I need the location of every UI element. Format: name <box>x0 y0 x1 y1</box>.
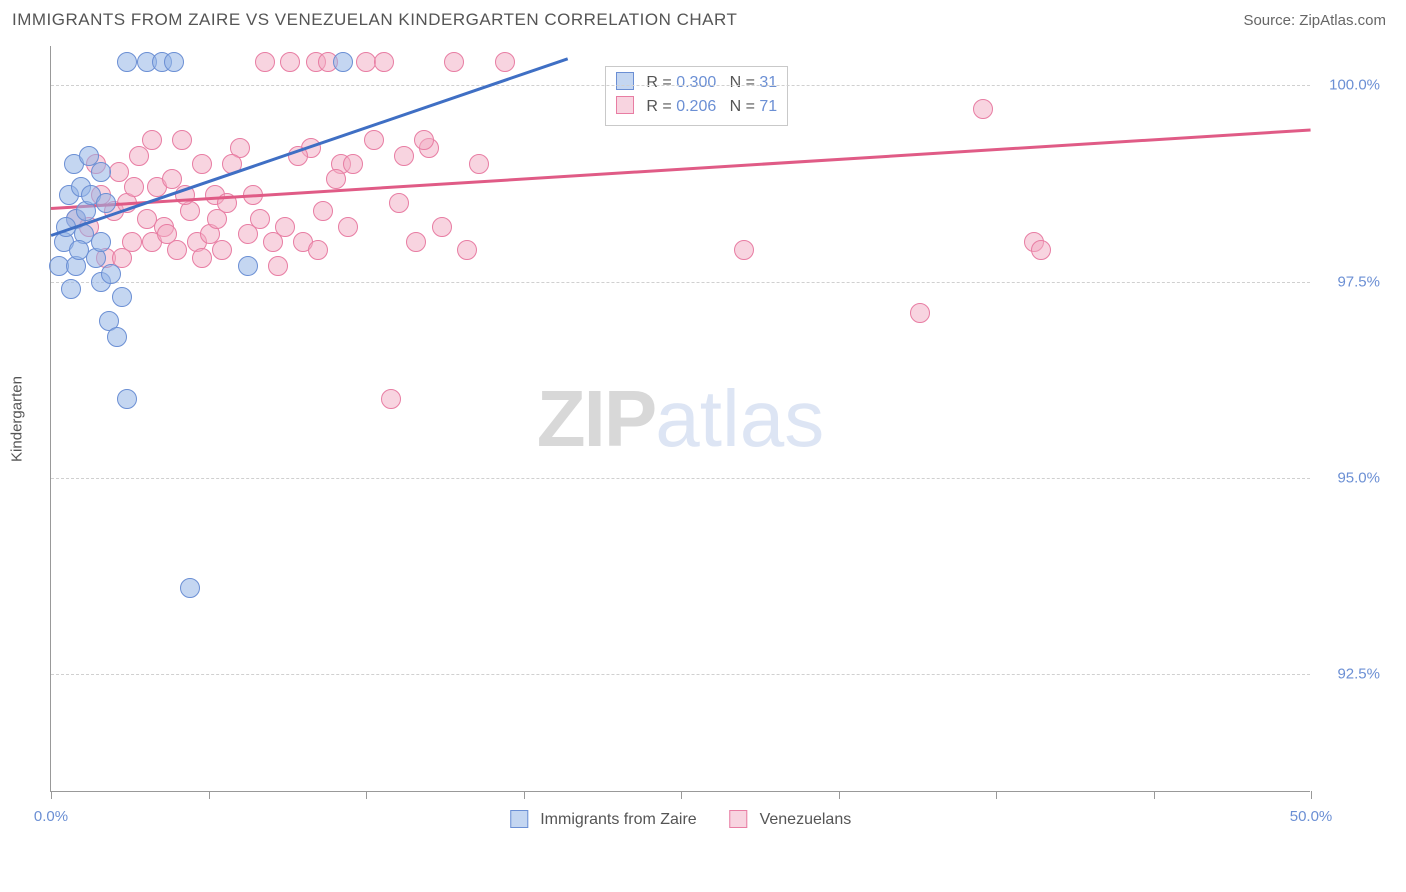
data-point-venezuelans <box>374 52 394 72</box>
data-point-venezuelans <box>457 240 477 260</box>
data-point-venezuelans <box>142 130 162 150</box>
data-point-venezuelans <box>734 240 754 260</box>
data-point-zaire <box>333 52 353 72</box>
data-point-venezuelans <box>313 201 333 221</box>
data-point-venezuelans <box>280 52 300 72</box>
data-point-venezuelans <box>1031 240 1051 260</box>
data-point-zaire <box>107 327 127 347</box>
x-tick <box>209 791 210 799</box>
x-tick <box>681 791 682 799</box>
data-point-zaire <box>96 193 116 213</box>
data-point-zaire <box>91 162 111 182</box>
data-point-venezuelans <box>406 232 426 252</box>
gridline <box>51 674 1310 675</box>
data-point-venezuelans <box>910 303 930 323</box>
data-point-venezuelans <box>338 217 358 237</box>
gridline <box>51 282 1310 283</box>
data-point-venezuelans <box>495 52 515 72</box>
data-point-venezuelans <box>207 209 227 229</box>
watermark-zip: ZIP <box>537 374 655 463</box>
data-point-venezuelans <box>250 209 270 229</box>
data-point-zaire <box>117 389 137 409</box>
x-tick-label: 0.0% <box>34 808 68 825</box>
data-point-zaire <box>91 232 111 252</box>
y-tick-label: 97.5% <box>1315 273 1380 290</box>
swatch-icon <box>510 810 528 828</box>
data-point-venezuelans <box>469 154 489 174</box>
data-point-venezuelans <box>172 130 192 150</box>
legend-item-venezuelans: Venezuelans <box>729 811 851 828</box>
y-axis-label: Kindergarten <box>9 376 26 462</box>
data-point-venezuelans <box>255 52 275 72</box>
data-point-venezuelans <box>444 52 464 72</box>
data-point-venezuelans <box>364 130 384 150</box>
swatch-icon <box>729 810 747 828</box>
data-point-zaire <box>69 240 89 260</box>
data-point-venezuelans <box>432 217 452 237</box>
data-point-venezuelans <box>192 248 212 268</box>
series-legend: Immigrants from Zaire Venezuelans <box>496 810 865 829</box>
legend-row-venezuelans: R = 0.206 N = 71 <box>616 95 777 119</box>
watermark: ZIPatlas <box>537 373 824 465</box>
y-tick-label: 92.5% <box>1315 666 1380 683</box>
data-point-zaire <box>164 52 184 72</box>
legend-row-zaire: R = 0.300 N = 31 <box>616 71 777 95</box>
data-point-venezuelans <box>326 169 346 189</box>
data-point-venezuelans <box>381 389 401 409</box>
data-point-venezuelans <box>192 154 212 174</box>
y-tick-label: 95.0% <box>1315 469 1380 486</box>
watermark-atlas: atlas <box>655 374 824 463</box>
chart-source: Source: ZipAtlas.com <box>1243 12 1386 29</box>
data-point-venezuelans <box>394 146 414 166</box>
data-point-venezuelans <box>275 217 295 237</box>
x-tick <box>1154 791 1155 799</box>
data-point-venezuelans <box>389 193 409 213</box>
data-point-venezuelans <box>308 240 328 260</box>
data-point-zaire <box>180 578 200 598</box>
x-tick <box>51 791 52 799</box>
data-point-zaire <box>238 256 258 276</box>
x-tick <box>1311 791 1312 799</box>
chart-container: Kindergarten ZIPatlas R = 0.300 N = 31 R… <box>50 46 1380 806</box>
data-point-venezuelans <box>212 240 232 260</box>
data-point-venezuelans <box>343 154 363 174</box>
gridline <box>51 478 1310 479</box>
data-point-zaire <box>112 287 132 307</box>
chart-header: IMMIGRANTS FROM ZAIRE VS VENEZUELAN KIND… <box>0 0 1406 36</box>
x-tick <box>839 791 840 799</box>
data-point-venezuelans <box>124 177 144 197</box>
data-point-venezuelans <box>973 99 993 119</box>
y-tick-label: 100.0% <box>1315 77 1380 94</box>
x-tick <box>524 791 525 799</box>
data-point-venezuelans <box>157 224 177 244</box>
gridline <box>51 85 1310 86</box>
data-point-venezuelans <box>268 256 288 276</box>
data-point-venezuelans <box>414 130 434 150</box>
data-point-zaire <box>117 52 137 72</box>
x-tick <box>996 791 997 799</box>
data-point-zaire <box>61 279 81 299</box>
chart-title: IMMIGRANTS FROM ZAIRE VS VENEZUELAN KIND… <box>12 10 737 30</box>
data-point-venezuelans <box>109 162 129 182</box>
legend-item-zaire: Immigrants from Zaire <box>510 811 701 828</box>
data-point-zaire <box>101 264 121 284</box>
x-tick <box>366 791 367 799</box>
correlation-legend: R = 0.300 N = 31 R = 0.206 N = 71 <box>605 66 788 126</box>
swatch-zaire <box>616 72 634 90</box>
plot-area: Kindergarten ZIPatlas R = 0.300 N = 31 R… <box>50 46 1310 792</box>
swatch-venezuelans <box>616 96 634 114</box>
x-tick-label: 50.0% <box>1290 808 1333 825</box>
